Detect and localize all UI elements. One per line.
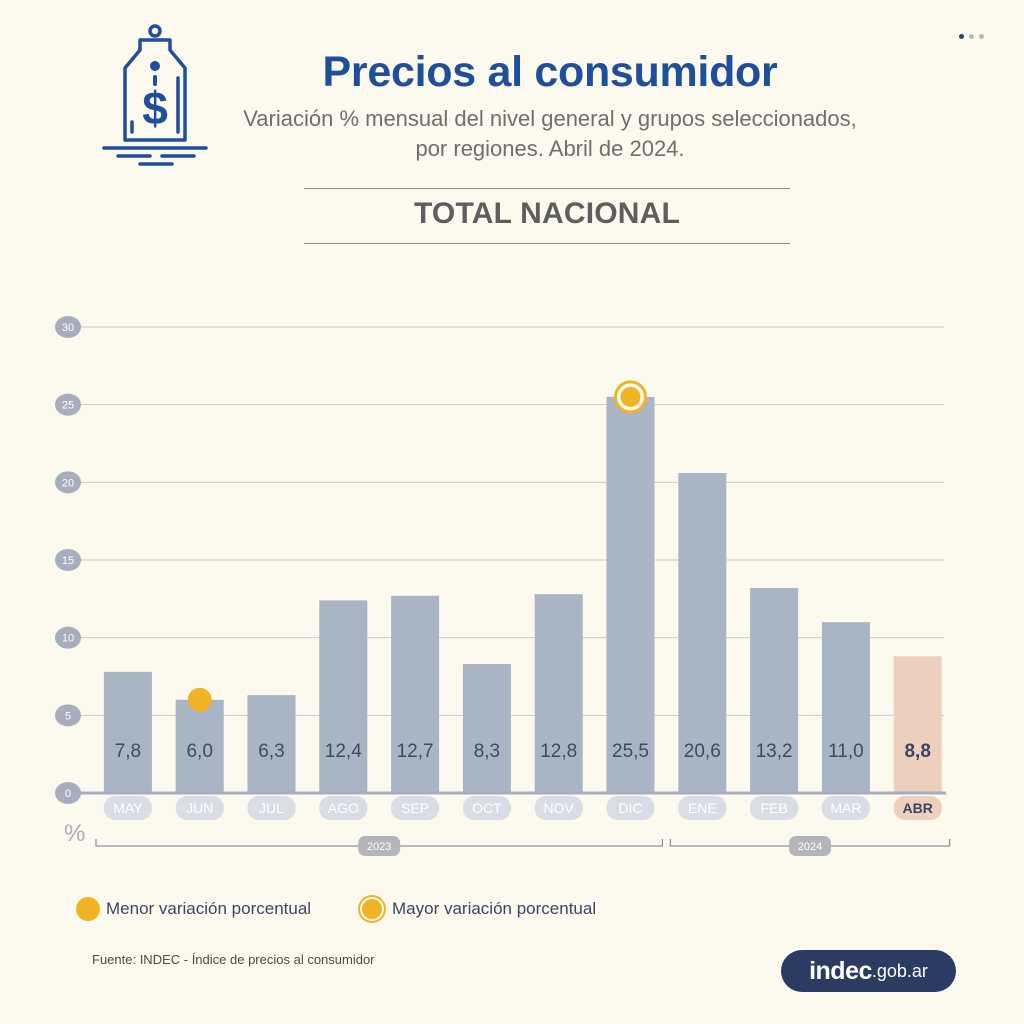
category-pill (391, 796, 440, 820)
page-dot[interactable] (979, 34, 984, 39)
page-title: Precios al consumidor (322, 48, 778, 96)
min-marker (187, 687, 212, 712)
bar (247, 695, 296, 793)
chart-axis: MAY JUN JUL AGO SEP OCT NOV DIC ENE FEB MAR ABR 2023… (80, 791, 951, 856)
bar (750, 587, 799, 793)
bar (678, 473, 727, 793)
brand-suffix: .gob.ar (871, 960, 928, 981)
svg-text:$: $ (142, 82, 168, 134)
legend-item-min: Menor variación porcentual (76, 897, 311, 921)
y-tick-bubble (55, 316, 81, 338)
x-tick-label: DIC (618, 800, 642, 816)
page-dot[interactable] (959, 34, 964, 39)
category-pill (750, 796, 799, 820)
y-tick-bubble (55, 704, 81, 727)
bar (606, 396, 655, 793)
x-tick-label: JUL (259, 800, 284, 816)
year-pill (789, 836, 831, 856)
bar-value-label: 8,8 (904, 741, 930, 762)
bar (893, 656, 942, 793)
y-tick-bubble (55, 626, 81, 649)
x-tick-label: OCT (472, 800, 502, 816)
category-pill (103, 796, 152, 820)
legend-min-marker-icon (76, 897, 100, 921)
category-pill (893, 796, 942, 820)
y-tick-label: 10 (62, 633, 74, 645)
bar-value-label: 6,3 (258, 741, 284, 762)
page-dot[interactable] (969, 34, 974, 39)
legend-min-label: Menor variación porcentual (106, 899, 312, 918)
legend-max-label: Mayor variación porcentual (392, 899, 597, 918)
y-tick-label: 20 (62, 477, 74, 489)
x-tick-label: NOV (544, 800, 575, 816)
bar (175, 699, 224, 793)
y-tick-bubble (55, 393, 81, 416)
y-tick-label: 5 (65, 710, 71, 722)
category-pill (319, 796, 368, 820)
y-axis-unit: % (64, 820, 86, 847)
bar-value-label: 25,5 (612, 741, 649, 762)
category-pill (606, 796, 655, 820)
y-tick-label: 15 (62, 555, 74, 567)
bar-value-label: 12,8 (540, 741, 577, 762)
divider-top (304, 188, 790, 189)
category-pill (462, 796, 511, 820)
category-pill (247, 796, 296, 820)
page-subtitle: Variación % mensual del nivel general y … (200, 104, 900, 164)
category-pill (821, 796, 870, 820)
price-tag-dollar-icon: $ (102, 24, 208, 166)
source-note: Fuente: INDEC - Índice de precios al con… (92, 952, 375, 967)
divider-bottom (304, 243, 790, 244)
x-tick-label: FEB (760, 800, 787, 816)
bar-value-label: 6,0 (186, 741, 212, 762)
bar (103, 671, 152, 793)
y-tick-label: 0 (65, 788, 71, 800)
bar-chart: 0 5 10 15 20 25 30 7,8 6,0 6,3 12,4 12,7 8,3 12,8 25,… (55, 316, 951, 856)
x-tick-label: JUN (186, 800, 213, 816)
chart-bars (103, 396, 942, 793)
year-label: 2023 (367, 841, 391, 853)
category-pill (534, 796, 583, 820)
bar (821, 622, 870, 793)
year-pill (358, 836, 401, 856)
subtitle-line-1: Variación % mensual del nivel general y … (243, 106, 857, 131)
chart-labels: 7,8 6,0 6,3 12,4 12,7 8,3 12,8 25,5 20,6 13,2 11,0… (115, 741, 931, 762)
bar-value-label: 11,0 (828, 741, 864, 762)
y-tick-bubble (55, 782, 81, 804)
max-marker (620, 386, 641, 407)
bar (391, 595, 440, 793)
y-tick-bubble (55, 471, 81, 494)
y-tick-label: 25 (62, 400, 74, 412)
x-tick-label: MAR (830, 800, 861, 816)
x-tick-label: AGO (328, 800, 359, 816)
bar-value-label: 20,6 (684, 741, 721, 762)
legend-max-marker-icon (360, 897, 384, 921)
chart-markers (187, 380, 647, 712)
x-tick-label: ENE (688, 800, 717, 816)
chart-grid: 0 5 10 15 20 25 30 (55, 316, 944, 804)
bar-value-label: 13,2 (756, 741, 793, 762)
bar (319, 600, 368, 793)
x-tick-label: ABR (903, 800, 933, 816)
year-label: 2024 (798, 841, 822, 853)
bar-value-label: 7,8 (115, 741, 141, 762)
bar-value-label: 12,7 (397, 741, 434, 762)
bar-value-label: 8,3 (474, 741, 500, 762)
bar (534, 594, 583, 793)
legend-item-max: Mayor variación porcentual (358, 897, 596, 921)
y-tick-label: 30 (62, 322, 74, 334)
brand-badge[interactable]: indec .gob.ar (781, 950, 956, 992)
x-tick-label: MAY (113, 800, 143, 816)
category-pill (175, 796, 224, 820)
subtitle-line-2: por regiones. Abril de 2024. (415, 136, 685, 161)
bar-value-label: 12,4 (325, 741, 362, 762)
bar (462, 664, 511, 793)
y-tick-bubble (55, 549, 81, 571)
section-title: TOTAL NACIONAL (413, 197, 681, 230)
x-tick-label: SEP (401, 800, 429, 816)
category-pill (678, 796, 727, 820)
brand-main: indec (809, 956, 872, 985)
page-indicator[interactable] (959, 34, 984, 39)
